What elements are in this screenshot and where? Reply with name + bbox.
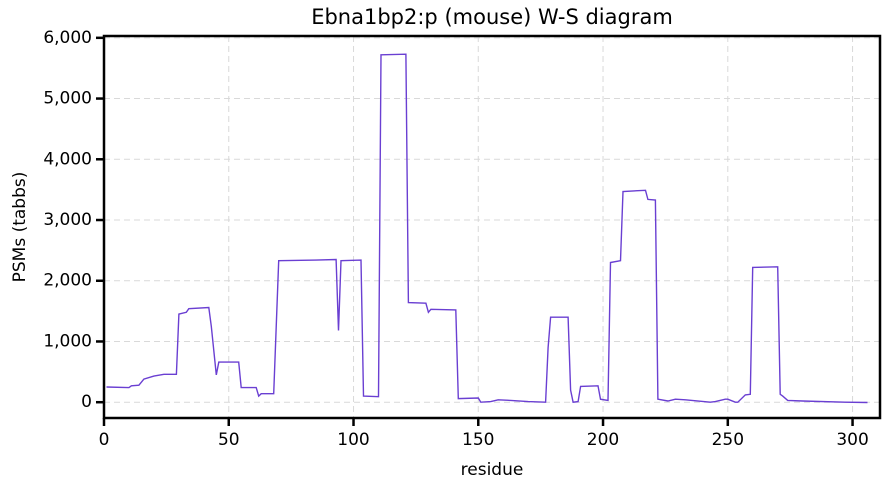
y-tick-label: 2,000	[43, 271, 92, 291]
data-line	[106, 53, 868, 404]
plot-frame	[102, 34, 882, 420]
x-tick-label: 200	[587, 430, 619, 450]
y-tick-label: 4,000	[43, 149, 92, 169]
x-tick-label: 50	[218, 430, 240, 450]
x-tick-label: 300	[836, 430, 868, 450]
x-tick-label: 100	[337, 430, 369, 450]
y-tick-label: 5,000	[43, 89, 92, 109]
x-axis-label: residue	[461, 460, 524, 480]
y-tick-label: 3,000	[43, 210, 92, 230]
y-tick-label: 1,000	[43, 331, 92, 351]
x-tick-label: 0	[99, 430, 110, 450]
y-tick-label: 0	[81, 392, 92, 412]
y-tick-label: 6,000	[43, 28, 92, 48]
y-axis-label: PSMs (tabbs)	[10, 172, 30, 283]
chart-title: Ebna1bp2:p (mouse) W-S diagram	[311, 5, 673, 29]
x-tick-label: 150	[462, 430, 494, 450]
x-tick-label: 250	[712, 430, 744, 450]
